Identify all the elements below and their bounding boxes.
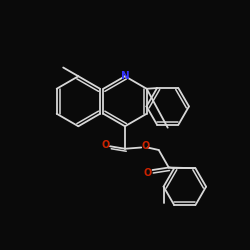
Text: N: N <box>120 71 130 81</box>
Text: O: O <box>102 140 110 150</box>
Text: O: O <box>142 141 150 151</box>
Text: O: O <box>144 168 152 177</box>
